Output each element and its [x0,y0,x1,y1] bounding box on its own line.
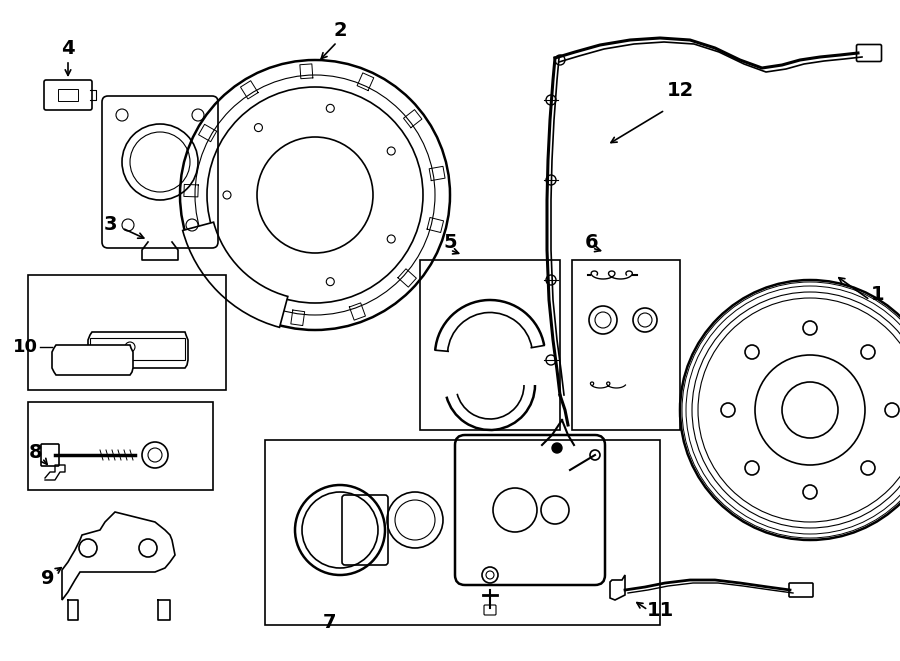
Bar [265,440,660,625]
Circle shape [546,175,556,185]
Circle shape [552,443,562,453]
Text: 8: 8 [29,442,42,461]
Bar [90,338,185,360]
Bar [28,275,226,390]
Text: 6: 6 [585,233,598,251]
Bar [58,89,78,101]
Bar [572,260,680,430]
Text: 9: 9 [41,568,55,588]
Text: 11: 11 [646,600,673,619]
Text: 5: 5 [443,233,457,253]
Text: 12: 12 [666,81,694,100]
Circle shape [546,275,556,285]
Text: 2: 2 [333,20,346,40]
Polygon shape [52,345,133,375]
Wedge shape [183,222,288,327]
Circle shape [555,55,565,65]
Polygon shape [88,332,188,368]
Bar [28,402,213,490]
Text: 10: 10 [13,338,38,356]
Circle shape [546,355,556,365]
Text: 1: 1 [871,286,885,305]
Text: 3: 3 [104,215,117,235]
Text: 4: 4 [61,38,75,58]
Polygon shape [610,575,625,600]
Text: 7: 7 [323,613,337,633]
Bar [420,260,560,430]
Circle shape [546,95,556,105]
Polygon shape [62,512,175,600]
